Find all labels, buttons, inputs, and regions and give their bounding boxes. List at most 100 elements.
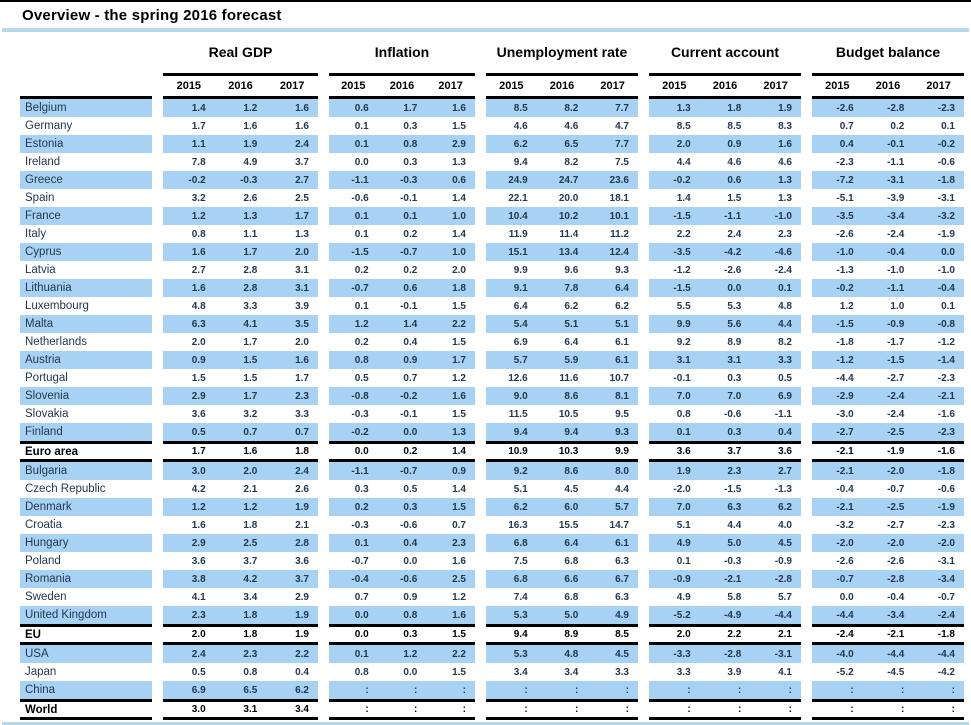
value-cell: 4.2	[243, 573, 258, 585]
value-cell: -1.1	[887, 282, 905, 294]
value-cell: 23.6	[609, 174, 629, 186]
value-cell: :	[788, 684, 792, 696]
value-cell: 4.9	[676, 591, 691, 603]
value-cell: 5.6	[727, 318, 742, 330]
country-label: Denmark	[20, 498, 152, 516]
value-cell: 0.9	[191, 354, 206, 366]
value-group-2: 0.0 0.3 1.3	[329, 153, 475, 171]
value-cell: -3.5	[836, 210, 854, 222]
value-group-1: 2.9 2.5 2.8	[163, 534, 318, 552]
country-label: Lithuania	[20, 279, 152, 297]
value-cell: 4.4	[727, 519, 742, 531]
value-group-5: -5.2 -4.5 -4.2	[812, 663, 964, 681]
value-group-2: 0.8 0.0 1.5	[329, 663, 475, 681]
value-cell: 8.5	[727, 120, 742, 132]
country-label: France	[20, 207, 152, 225]
value-cell: 2.4	[727, 228, 742, 240]
value-cell: -2.0	[673, 483, 691, 495]
country-label: Slovenia	[20, 387, 152, 405]
value-cell: 7.0	[676, 501, 691, 513]
value-group-2: :::	[329, 681, 475, 699]
table-row: EU 2.0 1.8 1.9 0.0 0.3 1.5 9.4 8.9 8.5 2.0 2.2 2.1 -2…	[0, 624, 971, 645]
value-cell: 6.3	[615, 555, 629, 567]
value-cell: 10.9	[508, 446, 528, 457]
value-group-3: 11.9 11.4 11.2	[486, 225, 638, 243]
value-group-5: 0.0 -0.4 -0.7	[812, 588, 964, 606]
value-cell: -0.2	[188, 174, 206, 186]
value-cell: 2.8	[243, 264, 258, 276]
value-cell: 0.2	[354, 264, 369, 276]
value-cell: -5.2	[673, 609, 691, 621]
value-cell: -0.2	[673, 174, 691, 186]
value-cell: 9.2	[676, 336, 691, 348]
value-cell: 1.4	[452, 483, 466, 495]
value-cell: -0.3	[240, 174, 258, 186]
value-cell: 5.1	[615, 318, 629, 330]
value-cell: -1.8	[937, 629, 955, 640]
value-group-1: 1.4 1.2 1.6	[163, 99, 318, 117]
value-cell: -1.2	[836, 354, 854, 366]
value-cell: 1.3	[295, 228, 309, 240]
value-cell: 3.5	[295, 318, 309, 330]
value-cell: 9.4	[564, 426, 579, 438]
value-cell: 6.8	[513, 573, 528, 585]
value-cell: 0.7	[452, 519, 466, 531]
value-cell: 0.7	[295, 426, 309, 438]
value-cell: -2.8	[724, 648, 742, 660]
value-cell: -1.5	[887, 354, 905, 366]
value-cell: -1.3	[836, 264, 854, 276]
value-cell: -2.0	[887, 465, 905, 477]
value-cell: 0.6	[727, 174, 742, 186]
year-header-group-5: 2015 2016 2017	[812, 76, 964, 99]
country-label: Germany	[25, 120, 73, 132]
value-cell: 14.7	[609, 519, 629, 531]
value-cell: 1.4	[452, 192, 466, 204]
value-cell: 3.4	[513, 666, 528, 678]
value-cell: :	[850, 704, 854, 715]
value-cell: 2.0	[191, 336, 206, 348]
value-cell: -0.4	[937, 282, 955, 294]
column-group-header-5: Budget balance	[812, 34, 964, 76]
value-cell: 1.6	[452, 609, 466, 621]
year-label: 2015	[341, 80, 366, 92]
value-cell: :	[524, 684, 528, 696]
table-row: World 3.0 3.1 3.4::::::::::::	[0, 699, 971, 720]
value-group-1: 4.1 3.4 2.9	[163, 588, 318, 606]
year-label: 2015	[499, 80, 524, 92]
table-row: Luxembourg 4.8 3.3 3.9 0.1 -0.1 1.5 6.4 6.2 6.2 5.…	[0, 297, 971, 315]
value-cell: 1.2	[191, 501, 206, 513]
table-row: Hungary 2.9 2.5 2.8 0.1 0.4 2.3 6.8 6.4 6.1 4.9 5.0…	[0, 534, 971, 552]
value-cell: 9.4	[513, 156, 528, 168]
value-cell: 1.9	[676, 465, 691, 477]
value-cell: 2.3	[778, 228, 792, 240]
value-cell: -0.3	[351, 519, 369, 531]
value-cell: 13.4	[558, 246, 579, 258]
value-cell: 0.8	[191, 228, 206, 240]
value-cell: -2.6	[724, 264, 742, 276]
value-group-2: 0.1 0.8 2.9	[329, 135, 475, 153]
year-label: 2017	[600, 80, 625, 92]
value-cell: 9.6	[564, 264, 579, 276]
value-cell: -7.2	[836, 174, 854, 186]
value-cell: -0.2	[400, 390, 418, 402]
column-group-header-2: Inflation	[329, 34, 475, 76]
country-label: Belgium	[20, 99, 152, 117]
value-cell: 1.6	[452, 555, 466, 567]
value-group-5: -7.2 -3.1 -1.8	[812, 171, 964, 189]
value-group-4: -1.5 0.0 0.1	[649, 279, 801, 297]
value-cell: 2.8	[295, 537, 309, 549]
value-group-1: 3.0 2.0 2.4	[163, 462, 318, 480]
value-cell: -2.8	[774, 573, 792, 585]
value-group-1: 2.7 2.8 3.1	[163, 261, 318, 279]
value-cell: 3.7	[295, 156, 309, 168]
value-cell: 6.3	[727, 501, 742, 513]
value-cell: 0.2	[354, 336, 369, 348]
value-group-2: 0.8 0.9 1.7	[329, 351, 475, 369]
value-cell: 9.3	[615, 264, 629, 276]
value-cell: -1.6	[937, 446, 955, 457]
value-cell: 3.1	[295, 264, 309, 276]
value-cell: -3.0	[836, 408, 854, 420]
value-cell: 2.9	[452, 138, 466, 150]
value-group-4: -2.0 -1.5 -1.3	[649, 480, 801, 498]
value-cell: 1.8	[452, 282, 466, 294]
